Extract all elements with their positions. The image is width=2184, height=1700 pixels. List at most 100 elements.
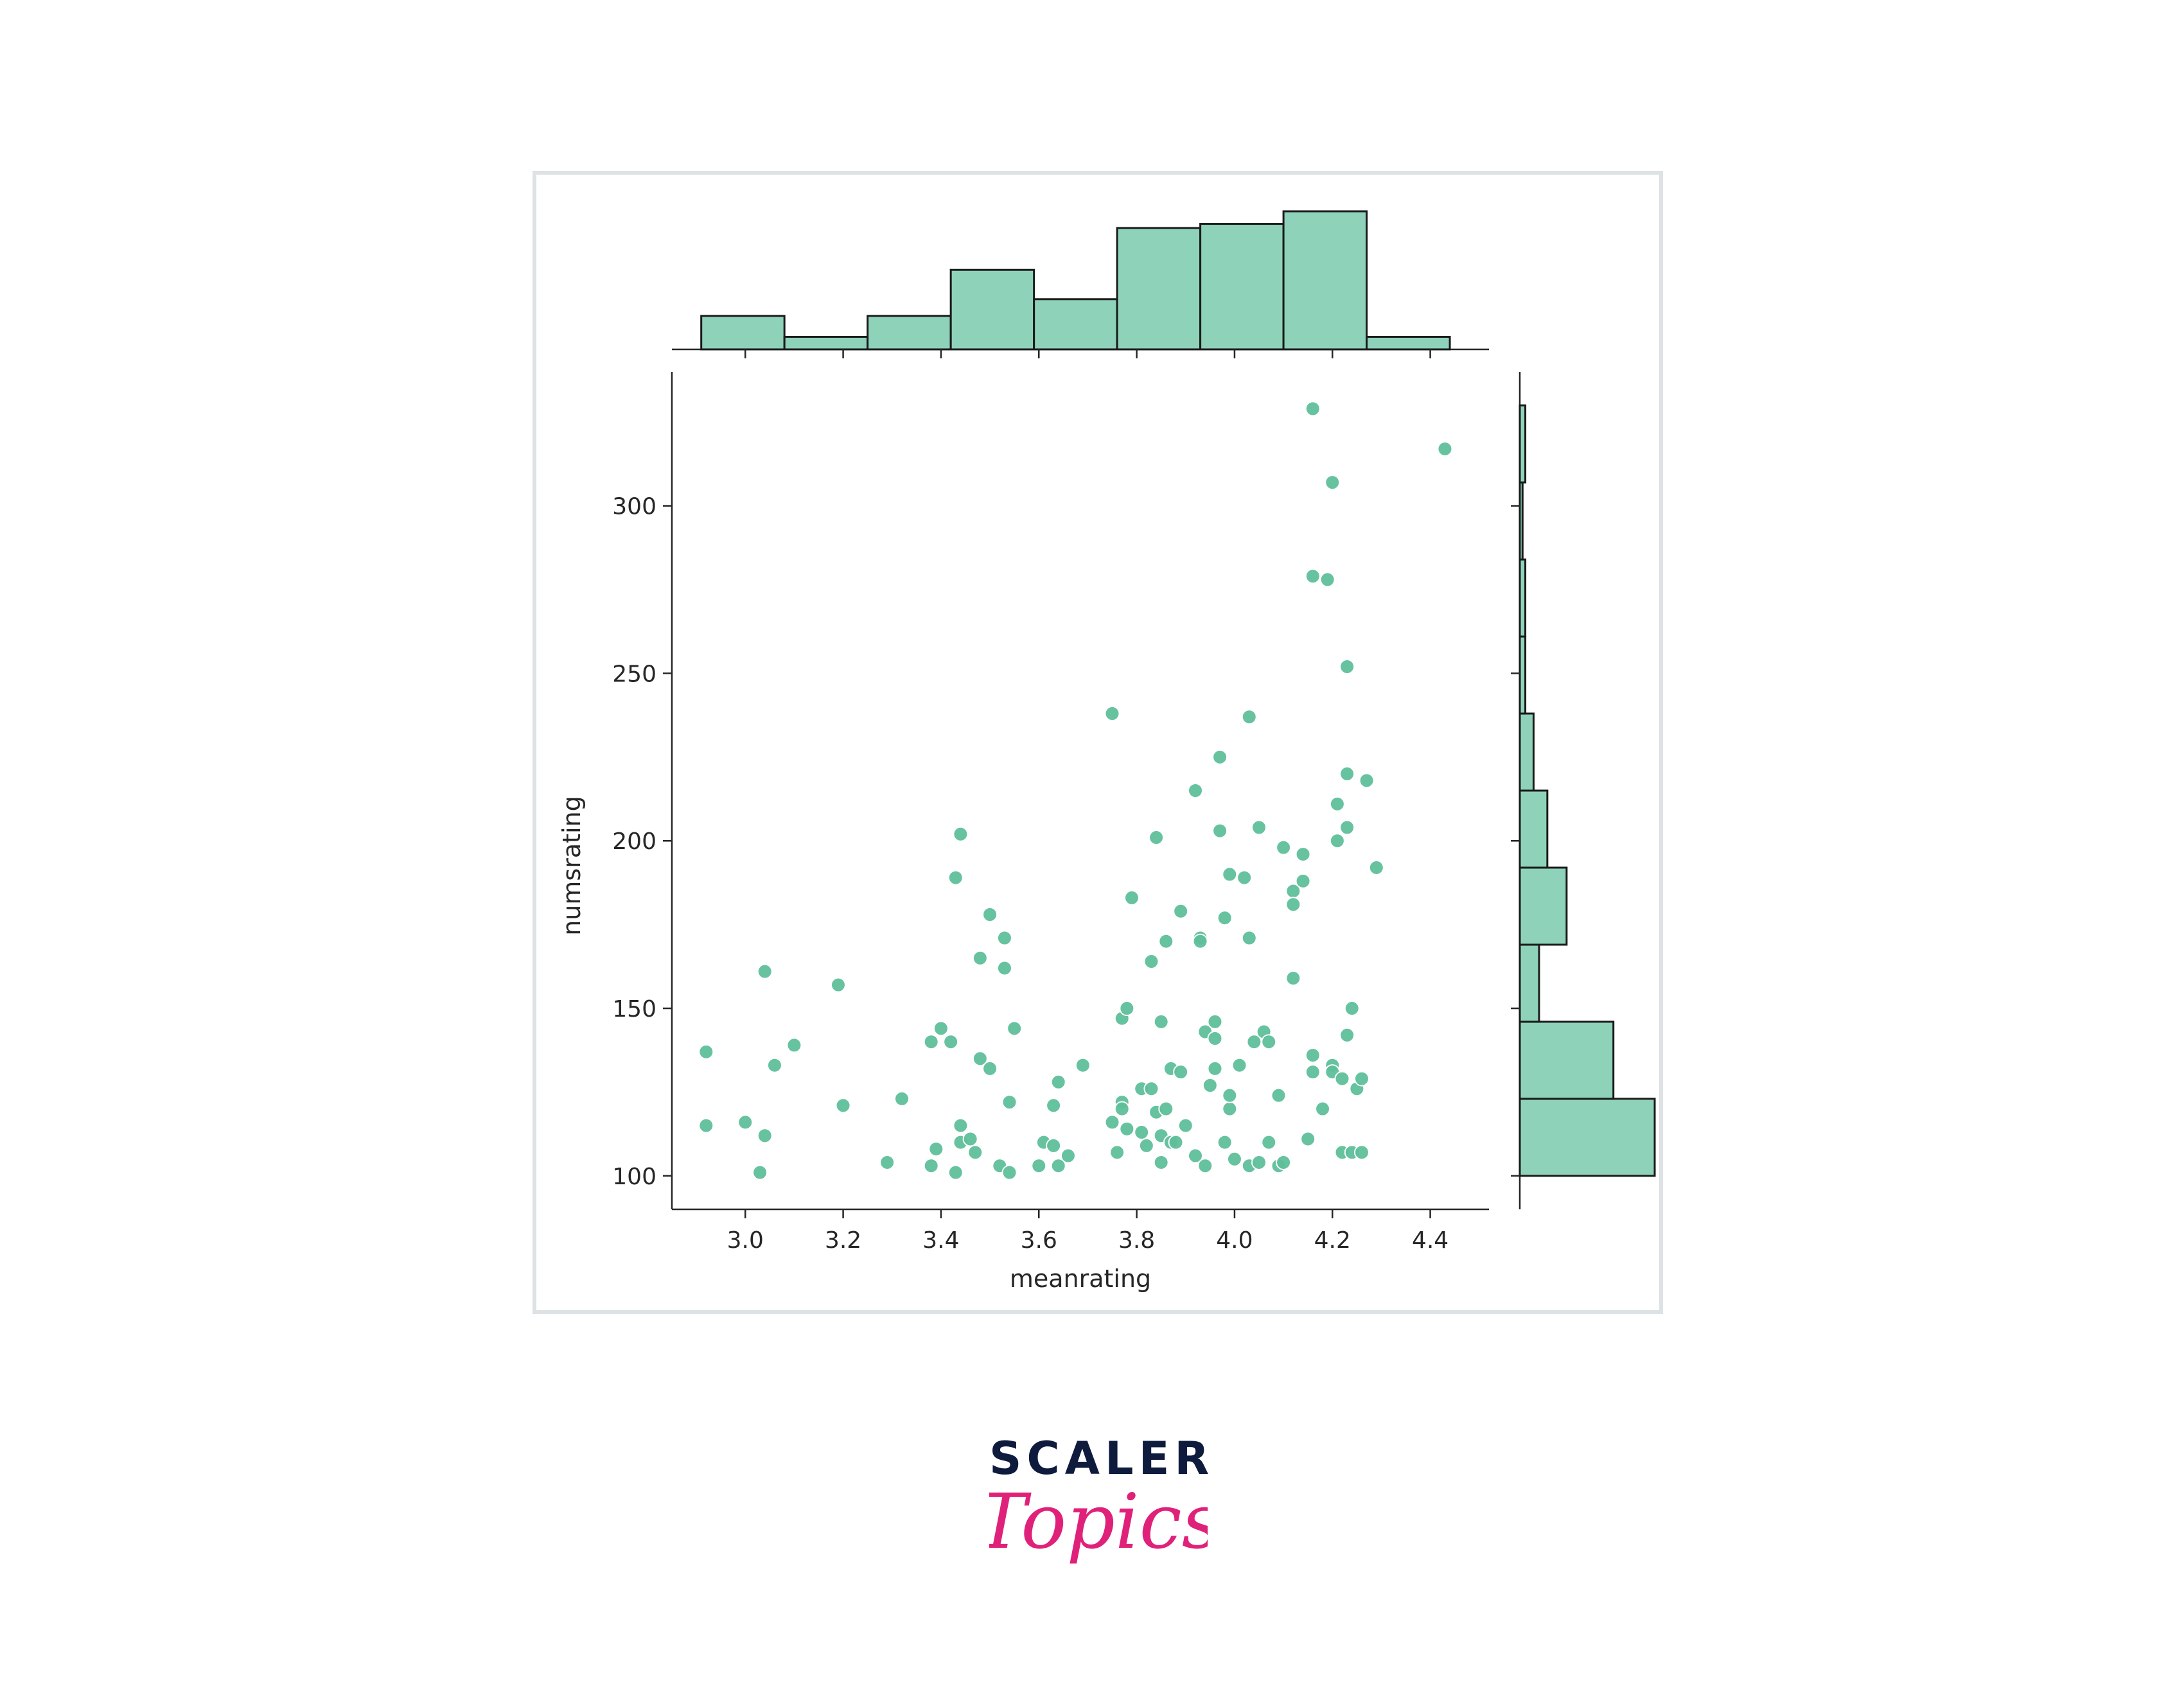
right-hist-bar	[1519, 1098, 1656, 1177]
scatter-point	[1217, 1134, 1233, 1150]
scatter-point	[1158, 1101, 1174, 1117]
x-tick-label: 3.4	[922, 1227, 959, 1254]
scatter-point	[1237, 870, 1253, 886]
scatter-point	[1231, 1057, 1247, 1073]
right-hist-bar	[1519, 1021, 1615, 1100]
scatter-point	[1173, 903, 1189, 919]
y-tick-label: 150	[612, 996, 656, 1022]
scatter-point	[962, 1131, 978, 1147]
scatter-point	[947, 870, 964, 886]
main-scatter-axes	[671, 372, 1489, 1211]
top-hist-bar	[1116, 227, 1202, 351]
scatter-point	[1300, 1131, 1316, 1147]
top-hist-bar	[783, 335, 869, 351]
scatter-point	[1207, 1030, 1223, 1046]
scatter-point	[1212, 823, 1228, 839]
figure-frame: 3.0 3.2 3.4 3.6 3.8 4.0 4.2 4.4 100 150 200 250 300…	[533, 171, 1663, 1314]
scatter-point	[982, 906, 998, 922]
scatter-point	[1437, 441, 1453, 457]
scatter-point	[1329, 796, 1345, 812]
scatter-point	[766, 1057, 782, 1073]
scatter-point	[1123, 889, 1140, 906]
scatter-point	[1305, 568, 1321, 584]
scatter-point	[1276, 1154, 1292, 1170]
x-tick-label: 3.2	[825, 1227, 861, 1254]
scatter-point	[1207, 1013, 1223, 1030]
scaler-topics-logo: SCALER Topics	[989, 1432, 1215, 1593]
scatter-point	[1334, 1071, 1350, 1087]
x-tick-label: 4.0	[1216, 1227, 1253, 1254]
scatter-point	[1359, 773, 1375, 789]
scatter-point	[1241, 930, 1257, 946]
scatter-point	[1319, 572, 1335, 588]
scatter-point	[1114, 1101, 1130, 1117]
scatter-point	[1060, 1148, 1076, 1164]
x-tick-label: 3.0	[727, 1227, 764, 1254]
scatter-point	[1001, 1094, 1017, 1110]
y-axis-ticks: 100 150 200 250 300	[612, 494, 1520, 1190]
scatter-point	[1197, 1158, 1213, 1174]
scatter-point	[1339, 819, 1355, 836]
scatter-point	[1305, 401, 1321, 417]
scatter-point	[786, 1037, 802, 1053]
scatter-point	[1217, 910, 1233, 926]
scatter-point	[737, 1114, 753, 1130]
x-axis-ticks: 3.0 3.2 3.4 3.6 3.8 4.0 4.2 4.4	[727, 349, 1449, 1254]
scatter-point	[1222, 1087, 1238, 1103]
top-hist-bar	[867, 315, 952, 351]
scatter-point	[1329, 833, 1345, 849]
scatter-point	[953, 826, 969, 842]
scatter-points	[698, 401, 1453, 1180]
right-hist-bar	[1519, 943, 1540, 1023]
scatter-point	[1344, 1001, 1360, 1017]
scatter-point	[1222, 866, 1238, 882]
right-hist-bar	[1519, 635, 1527, 715]
scatter-point	[1315, 1101, 1331, 1117]
top-hist-bar	[1282, 210, 1368, 351]
x-tick-label: 3.6	[1021, 1227, 1057, 1254]
scatter-point	[1050, 1074, 1066, 1090]
scatter-point	[1050, 1158, 1066, 1174]
scatter-point	[972, 1051, 988, 1067]
scatter-point	[1276, 839, 1292, 855]
scatter-point	[1153, 1013, 1169, 1030]
scatter-point	[967, 1144, 983, 1161]
scatter-point	[943, 1034, 959, 1050]
scatter-point	[1222, 1101, 1238, 1117]
scatter-point	[1119, 1001, 1135, 1017]
scatter-point	[1305, 1047, 1321, 1064]
scatter-point	[1261, 1134, 1277, 1150]
right-hist-bar	[1519, 712, 1535, 792]
scatter-point	[1173, 1064, 1189, 1080]
right-hist-bar	[1519, 481, 1524, 561]
scatter-point	[757, 1128, 773, 1144]
scatter-point	[1339, 659, 1355, 675]
scatter-point	[1031, 1158, 1047, 1174]
scatter-point	[972, 950, 988, 966]
scatter-point	[830, 977, 846, 993]
scatter-point	[1305, 1064, 1321, 1080]
scatter-point	[1212, 749, 1228, 765]
x-tick-label: 3.8	[1118, 1227, 1155, 1254]
scatter-point	[698, 1117, 714, 1134]
top-hist-bar	[1366, 335, 1451, 351]
scatter-point	[1295, 873, 1311, 889]
scatter-point	[1353, 1071, 1369, 1087]
scatter-point	[1187, 783, 1203, 798]
scatter-point	[1104, 1114, 1120, 1130]
top-hist-bar	[1033, 298, 1118, 351]
y-tick-label: 200	[612, 828, 656, 855]
scatter-point	[1138, 1137, 1154, 1153]
scatter-point	[953, 1117, 969, 1134]
scatter-point	[698, 1044, 714, 1060]
top-hist-bar	[700, 315, 786, 351]
scatter-point	[1261, 1034, 1277, 1050]
scatter-point	[879, 1154, 895, 1170]
scatter-point	[757, 963, 773, 979]
scatter-point	[1285, 970, 1301, 986]
jointplot-chart: 3.0 3.2 3.4 3.6 3.8 4.0 4.2 4.4 100 150 200 250 300…	[558, 210, 1656, 1293]
scatter-point	[1075, 1057, 1091, 1073]
logo-wordmark: SCALER	[989, 1432, 1215, 1485]
scatter-point	[1104, 706, 1120, 722]
scatter-point	[1295, 846, 1311, 863]
